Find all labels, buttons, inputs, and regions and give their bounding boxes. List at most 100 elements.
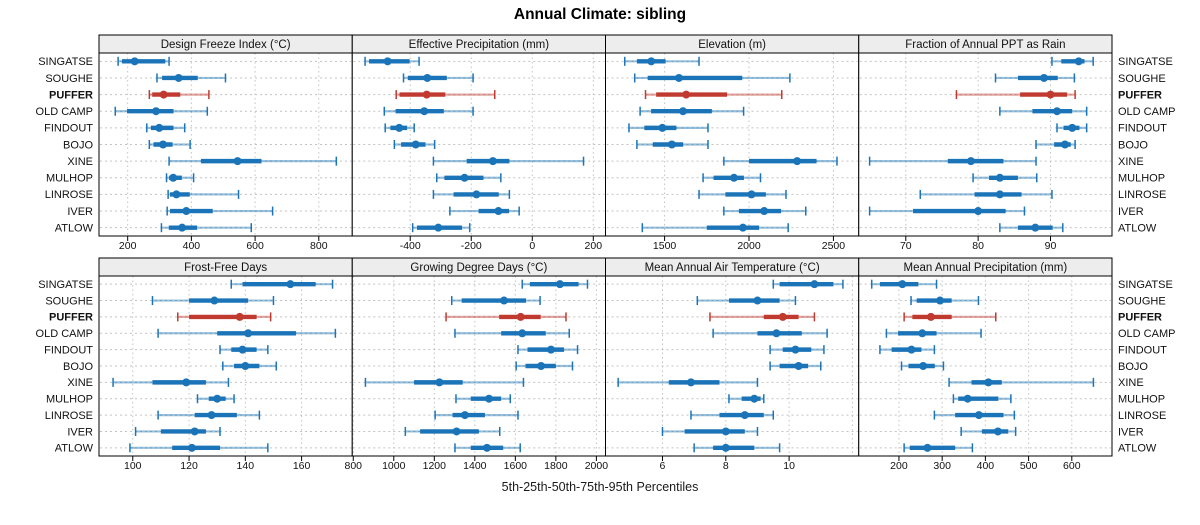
site-label-left-old-camp: OLD CAMP [36,328,93,340]
percentile-row-findout [879,345,936,355]
median-dot [1060,140,1069,149]
percentile-row-soughe [402,73,474,83]
median-dot [721,427,730,436]
site-label-right-singatse: SINGATSE [1118,56,1173,68]
percentile-row-old-camp [885,328,982,338]
median-dot [778,312,787,321]
axis-tick-label: 1000 [382,460,406,472]
percentile-row-bojo [515,361,574,371]
panel-mean-annual-air-temperature-c: Mean Annual Air Temperature (°C) 6 8 10 [605,257,860,472]
median-dot [159,90,168,99]
percentile-row-old-camp [639,106,745,116]
percentile-row-xine [112,377,230,387]
site-label-left-xine: XINE [67,377,93,389]
axis-tick-label: 400 [183,240,201,252]
median-dot [152,107,161,116]
percentile-row-findout [769,345,825,355]
percentile-row-atlow [129,443,269,453]
percentile-row-old-camp [383,106,474,116]
median-dot [898,280,907,289]
site-label-right-iver: IVER [1118,426,1144,438]
median-dot [420,107,429,116]
site-label-right-bojo: BOJO [1118,361,1148,373]
axis-tick-label: 800 [310,240,328,252]
axis-tick-label: 1800 [544,460,568,472]
site-label-right-findout: FINDOUT [1118,344,1167,356]
percentile-row-soughe [994,73,1076,83]
percentile-row-mulhop [196,394,235,404]
site-label-left-soughe: SOUGHE [45,73,93,85]
site-label-right-soughe: SOUGHE [1118,73,1166,85]
percentile-row-singatse [772,279,844,289]
strip-title: Growing Degree Days (°C) [410,262,547,274]
site-label-left-singatse: SINGATSE [38,279,93,291]
percentile-row-singatse [870,279,938,289]
strip-title: Effective Precipitation (mm) [409,39,550,51]
median-dot [172,190,181,199]
percentile-row-atlow [641,223,789,233]
axis-tick-label: 200 [585,240,603,252]
percentile-row-puffer [177,312,272,322]
percentile-row-puffer [148,90,210,100]
axis-tick-label: 300 [933,460,951,472]
axis-tick-label: 120 [180,460,198,472]
median-dot [1039,73,1048,82]
median-dot [423,73,432,82]
percentile-row-iver [960,426,1017,436]
median-dot [1068,123,1077,132]
axis-tick-label: 160 [293,460,311,472]
median-dot [182,207,191,216]
median-dot [740,411,749,420]
site-label-left-singatse: SINGATSE [38,56,93,68]
axis-tick-label: 90 [1045,240,1057,252]
median-dot [747,190,756,199]
median-dot [460,173,469,182]
percentile-row-xine [168,156,338,166]
median-dot [750,394,759,403]
percentile-row-atlow [411,223,471,233]
percentile-row-iver [661,426,759,436]
median-dot [760,207,769,216]
percentile-row-soughe [450,296,541,306]
percentile-row-bojo [636,140,709,149]
percentile-row-bojo [222,361,278,371]
panel-effective-precipitation-mm: Effective Precipitation (mm) -400 -200 0 200 [351,34,606,252]
axis-tick-label: 0 [529,240,535,252]
axis-tick-label: -400 [400,240,421,252]
site-label-left-mulhop: MULHOP [46,173,93,185]
median-dot [918,329,927,338]
percentile-row-singatse [1051,56,1094,66]
panel-growing-degree-days-c: Growing Degree Days (°C) 800 1000 1200 1400 1… [344,257,608,472]
percentile-row-puffer [445,312,567,322]
axis-tick-label: 6 [660,460,666,472]
percentile-row-puffer [395,90,496,100]
median-dot [235,312,244,321]
panel-fraction-of-annual-ppt-as-rain: Fraction of Annual PPT as Rain 70 80 90 [858,34,1113,252]
site-label-left-iver: IVER [67,426,93,438]
site-label-right-mulhop: MULHOP [1118,394,1165,406]
median-dot [383,57,392,66]
median-dot [169,173,178,182]
percentile-row-mulhop [952,394,1012,404]
strip-header [858,34,1113,54]
axis-tick-label: 80 [972,240,984,252]
median-dot [686,378,695,387]
median-dot [233,157,242,166]
axis-tick-label: 1500 [653,240,677,252]
site-label-right-atlow: ATLOW [1118,443,1157,455]
percentile-row-atlow [903,443,974,453]
site-label-right-xine: XINE [1118,377,1144,389]
percentile-row-mulhop [702,173,762,183]
panel-design-freeze-index-c: Design Freeze Index (°C) 200 400 600 800 [98,34,353,252]
percentile-row-xine [364,377,525,387]
median-dot [159,140,168,149]
percentile-row-atlow [454,443,521,453]
site-label-left-bojo: BOJO [63,361,93,373]
percentile-row-singatse [230,279,334,289]
percentile-row-bojo [769,361,822,371]
axis-tick-label: 1600 [504,460,528,472]
percentile-row-findout [146,123,186,133]
percentile-row-linrose [690,410,775,420]
median-dot [995,190,1004,199]
percentile-row-soughe [151,296,275,306]
